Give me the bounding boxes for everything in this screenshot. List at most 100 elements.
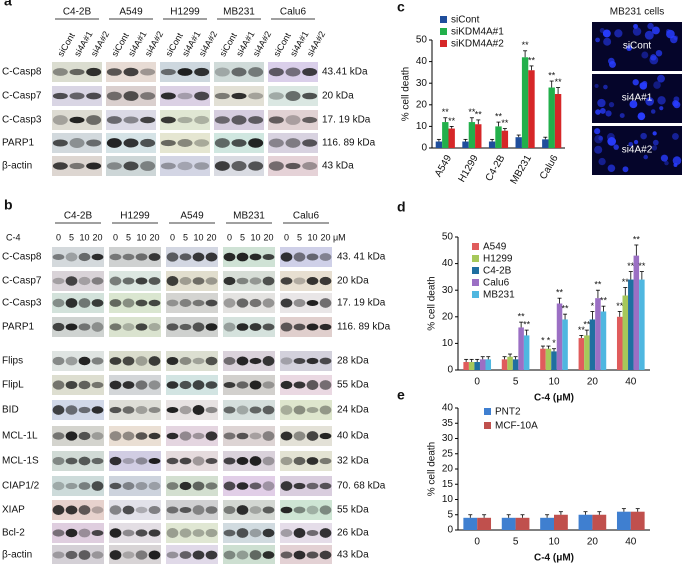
blot-band	[223, 550, 236, 560]
blot-band	[69, 138, 85, 148]
protein-label: FlipL	[2, 380, 24, 391]
blot-band	[319, 457, 332, 465]
blot-background	[280, 545, 332, 564]
blot-background	[52, 293, 104, 313]
blot-band	[214, 138, 230, 148]
blot-background	[280, 451, 332, 471]
blot-band	[262, 323, 275, 331]
blot-band	[192, 481, 205, 491]
blot-band	[179, 551, 192, 559]
blot-band	[306, 505, 319, 515]
blot-background	[52, 375, 104, 395]
blot-band	[52, 551, 65, 559]
blot-background	[160, 86, 210, 106]
blot-background	[160, 110, 210, 130]
blot-background	[280, 293, 332, 313]
cell-line-label: C4-2B	[63, 7, 92, 18]
blot-band	[231, 139, 247, 147]
blot-band	[91, 481, 104, 491]
nucleus	[665, 29, 671, 34]
nucleus	[650, 54, 657, 61]
unit-label: μM	[333, 232, 346, 242]
blot-band	[78, 252, 91, 262]
blot-band	[122, 406, 135, 414]
lane-label: 0	[284, 232, 289, 242]
protein-label: PARP1	[2, 138, 34, 149]
blot-band	[249, 432, 262, 440]
protein-label: PARP1	[2, 322, 34, 333]
blot-background	[280, 247, 332, 267]
bar	[515, 517, 530, 530]
significance-mark: **	[622, 277, 630, 287]
blot-band	[223, 252, 236, 262]
blot-band	[148, 380, 161, 390]
legend-swatch	[472, 291, 479, 298]
blot-band	[280, 298, 293, 308]
blot-band	[192, 357, 205, 365]
blot-band	[306, 299, 319, 307]
significance-mark: **	[442, 107, 450, 117]
blot-band	[179, 253, 192, 261]
blot-band	[122, 482, 135, 490]
blot-band	[306, 529, 319, 537]
nucleus	[594, 134, 603, 144]
blot-band	[91, 457, 104, 465]
blot-band	[205, 482, 218, 490]
x-tick-label: 5	[513, 537, 519, 548]
bar	[592, 514, 607, 530]
bar	[477, 517, 492, 530]
blot-background	[280, 523, 332, 543]
bar	[630, 511, 645, 530]
significance-mark: **	[528, 55, 536, 65]
blot-band	[177, 116, 193, 124]
blot-band	[192, 252, 205, 262]
blot-band	[65, 276, 78, 286]
significance-mark: **	[495, 111, 503, 121]
blot-band	[280, 481, 293, 491]
significance-mark: **	[501, 118, 509, 128]
blot-background	[52, 400, 104, 420]
lane-label: 5	[69, 232, 74, 242]
legend-label: MB231	[483, 290, 515, 301]
blot-background	[223, 523, 275, 543]
micrograph	[592, 126, 682, 175]
lane-label: 10	[79, 232, 89, 242]
panel-label: d	[397, 199, 406, 215]
blot-band	[236, 432, 249, 440]
blot-band	[293, 482, 306, 490]
nucleus	[599, 108, 606, 114]
panel-label: c	[397, 0, 405, 15]
x-tick-label: 20	[587, 537, 599, 548]
blot-band	[78, 406, 91, 414]
blot-background	[223, 426, 275, 446]
blot-band	[177, 139, 193, 147]
blot-band	[285, 115, 301, 125]
y-tick-label: 0	[421, 143, 427, 154]
size-label: 116. 89 kDa	[322, 138, 376, 149]
blot-band	[293, 357, 306, 365]
blot-band	[205, 277, 218, 285]
blot-band	[319, 482, 332, 490]
blot-band	[78, 298, 91, 308]
blot-band	[135, 529, 148, 537]
blot-background	[268, 133, 318, 153]
blot-band	[231, 161, 247, 171]
treatment-label: C-4	[6, 232, 21, 242]
significance-mark: **	[616, 301, 624, 311]
micrograph-label: si4A#1	[622, 93, 653, 104]
blot-band	[194, 162, 210, 170]
x-tick-label: 0	[474, 377, 480, 388]
significance-mark: *	[547, 335, 551, 345]
y-axis-label: % cell death	[401, 67, 412, 121]
blot-band	[223, 276, 236, 286]
bar	[521, 57, 529, 148]
y-tick-label: 10	[416, 121, 428, 132]
blot-band	[249, 380, 262, 390]
blot-background	[166, 317, 218, 337]
lane-label: 0	[227, 232, 232, 242]
blot-band	[148, 406, 161, 414]
blot-band	[123, 116, 139, 124]
legend-swatch	[472, 279, 479, 286]
blot-background	[52, 500, 104, 520]
size-label: 70. 68 kDa	[337, 481, 386, 492]
